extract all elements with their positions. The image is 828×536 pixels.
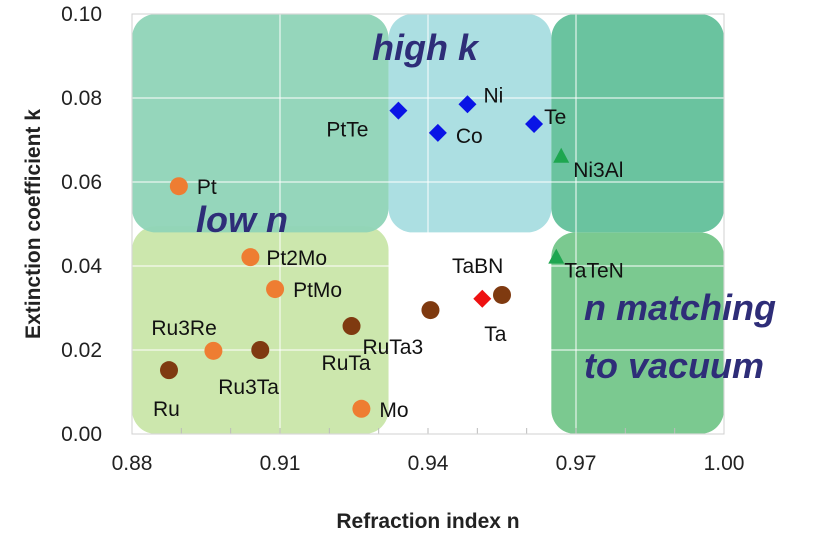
region-label: high k — [372, 27, 480, 68]
point-label: Te — [544, 106, 566, 129]
x-tick-label: 0.88 — [112, 452, 153, 475]
region-label: n matching — [584, 287, 776, 328]
y-axis-label: Extinction coefficient k — [22, 109, 45, 339]
point-label: Pt2Mo — [266, 247, 327, 270]
y-tick-label: 0.04 — [61, 255, 102, 278]
point-label: Ni3Al — [573, 159, 623, 182]
point-te — [525, 115, 544, 134]
region-1 — [132, 14, 389, 233]
x-tick-label: 0.97 — [556, 452, 597, 475]
point-label: PtMo — [293, 279, 342, 302]
region-0 — [132, 226, 389, 434]
point-label: Co — [456, 125, 483, 148]
point-label: TaTeN — [564, 260, 624, 283]
point-pt2mo — [241, 248, 260, 267]
region-2 — [388, 14, 552, 233]
x-tick-label: 1.00 — [704, 452, 745, 475]
y-tick-label: 0.00 — [61, 423, 102, 446]
point-tabn — [493, 285, 511, 304]
point-ptte — [389, 101, 408, 120]
point-label: RuTa — [322, 352, 371, 375]
point-label: Ru3Re — [151, 317, 216, 340]
point-label: Ta — [484, 323, 507, 346]
region-label: to vacuum — [584, 345, 764, 386]
point-ruta3 — [421, 301, 440, 320]
point-co — [428, 123, 447, 142]
region-4 — [551, 14, 724, 233]
point-ru — [160, 361, 178, 380]
y-tick-label: 0.10 — [61, 3, 102, 26]
point-label: Pt — [197, 176, 217, 199]
point-label: Ru — [153, 398, 180, 421]
point-label: PtTe — [326, 119, 368, 142]
point-ni — [458, 95, 477, 114]
point-label: TaBN — [452, 255, 503, 278]
point-ni3al — [553, 147, 570, 163]
y-tick-label: 0.08 — [61, 87, 102, 110]
point-mo — [352, 399, 371, 418]
y-tick-label: 0.02 — [61, 339, 102, 362]
point-ru3ta — [251, 341, 270, 359]
point-label: RuTa3 — [362, 336, 423, 359]
point-label: Ni — [483, 84, 503, 107]
x-tick-label: 0.91 — [260, 452, 301, 475]
point-label: Mo — [379, 399, 408, 422]
plot-frame — [131, 13, 725, 435]
point-ptmo — [266, 280, 285, 299]
x-axis-label: Refraction index n — [336, 510, 519, 533]
point-label: Ru3Ta — [218, 376, 279, 399]
y-tick-label: 0.06 — [61, 171, 102, 194]
point-ru3re — [204, 341, 223, 360]
point-ta — [473, 289, 492, 308]
point-taten — [548, 248, 565, 264]
x-tick-label: 0.94 — [408, 452, 449, 475]
point-ruta — [342, 317, 361, 336]
point-pt — [169, 177, 188, 196]
region-label: low n — [196, 199, 288, 240]
region-3 — [551, 232, 724, 434]
